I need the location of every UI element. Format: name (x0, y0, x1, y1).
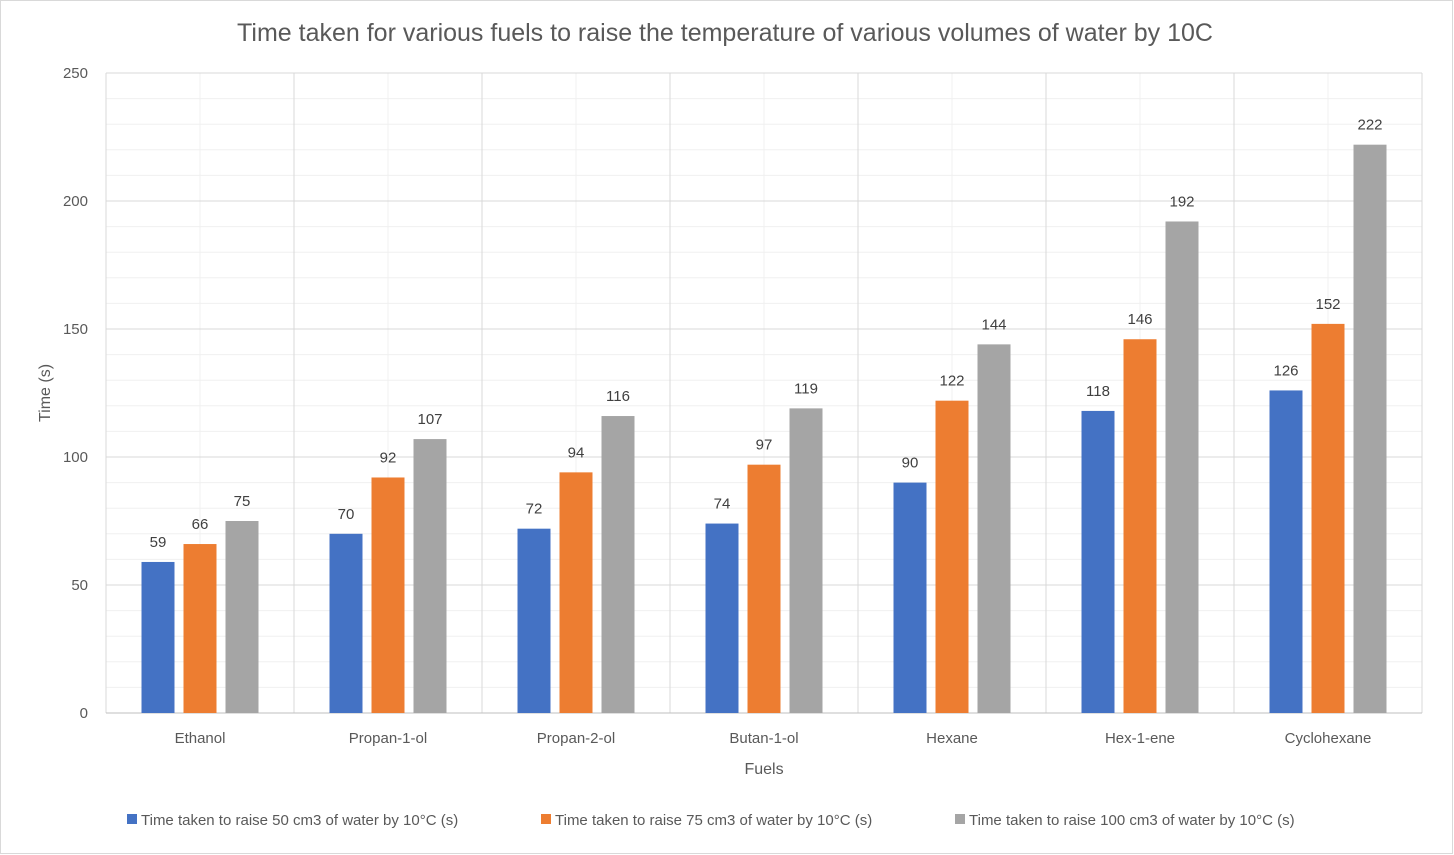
legend: Time taken to raise 50 cm3 of water by 1… (127, 812, 1295, 829)
data-label: 116 (606, 388, 630, 405)
data-label: 122 (939, 373, 964, 390)
bar (789, 408, 823, 713)
data-label: 70 (338, 506, 355, 523)
x-tick-label: Ethanol (175, 730, 226, 747)
bar (329, 533, 363, 713)
data-label: 72 (526, 501, 543, 518)
x-tick-label: Butan-1-ol (729, 730, 798, 747)
chart-title: Time taken for various fuels to raise th… (237, 19, 1213, 47)
data-label: 75 (234, 493, 251, 510)
bar (183, 544, 217, 713)
bar (559, 472, 593, 713)
y-axis-title: Time (s) (37, 364, 54, 422)
data-label: 90 (902, 455, 919, 472)
x-axis-title: Fuels (744, 761, 783, 778)
bar (413, 439, 447, 713)
data-label: 126 (1273, 362, 1298, 379)
bar (371, 477, 405, 713)
bar (1081, 410, 1115, 713)
data-label: 119 (794, 380, 818, 397)
bar (893, 482, 927, 713)
data-label: 92 (380, 449, 397, 466)
bar (705, 523, 739, 713)
data-label: 107 (417, 411, 442, 428)
y-tick-label: 50 (71, 577, 88, 594)
bar (977, 344, 1011, 713)
tick-labels: 0 50 100 150 200 250 Ethanol Propan-1-ol Propan-… (63, 65, 1371, 747)
x-tick-label: Hexane (926, 730, 978, 747)
data-label: 74 (714, 496, 731, 513)
legend-swatch (541, 814, 551, 824)
data-label: 118 (1086, 383, 1110, 400)
x-tick-label: Hex-1-ene (1105, 730, 1175, 747)
data-labels: 59 66 75 70 92 107 72 94 116 74 97 119 90 122 144 118 14… (150, 117, 1383, 551)
bar (1165, 221, 1199, 714)
data-label: 152 (1315, 296, 1340, 313)
legend-swatch (955, 814, 965, 824)
x-tick-label: Propan-2-ol (537, 730, 615, 747)
gridlines (105, 72, 1423, 714)
y-tick-label: 250 (63, 65, 88, 82)
y-tick-label: 100 (63, 449, 88, 466)
bar (935, 400, 969, 713)
y-tick-label: 200 (63, 193, 88, 210)
bar (1123, 339, 1157, 713)
bar (747, 464, 781, 713)
data-label: 59 (150, 534, 167, 551)
bar (225, 521, 259, 713)
data-label: 97 (756, 437, 773, 454)
bar (601, 416, 635, 713)
x-tick-label: Cyclohexane (1285, 730, 1372, 747)
bar (1353, 144, 1387, 713)
data-label: 66 (192, 516, 209, 533)
data-label: 144 (981, 316, 1006, 333)
legend-label: Time taken to raise 100 cm3 of water by … (969, 812, 1295, 829)
bars (141, 144, 1387, 714)
data-label: 192 (1169, 193, 1194, 210)
bar (1269, 390, 1303, 713)
legend-label: Time taken to raise 50 cm3 of water by 1… (141, 812, 458, 829)
legend-label: Time taken to raise 75 cm3 of water by 1… (555, 812, 872, 829)
data-label: 94 (568, 444, 585, 461)
y-tick-label: 0 (80, 705, 88, 722)
x-tick-label: Propan-1-ol (349, 730, 427, 747)
bar (141, 561, 175, 713)
y-tick-label: 150 (63, 321, 88, 338)
data-label: 146 (1127, 311, 1152, 328)
bar (1311, 323, 1345, 713)
bar (517, 528, 551, 713)
legend-swatch (127, 814, 137, 824)
data-label: 222 (1357, 117, 1382, 134)
